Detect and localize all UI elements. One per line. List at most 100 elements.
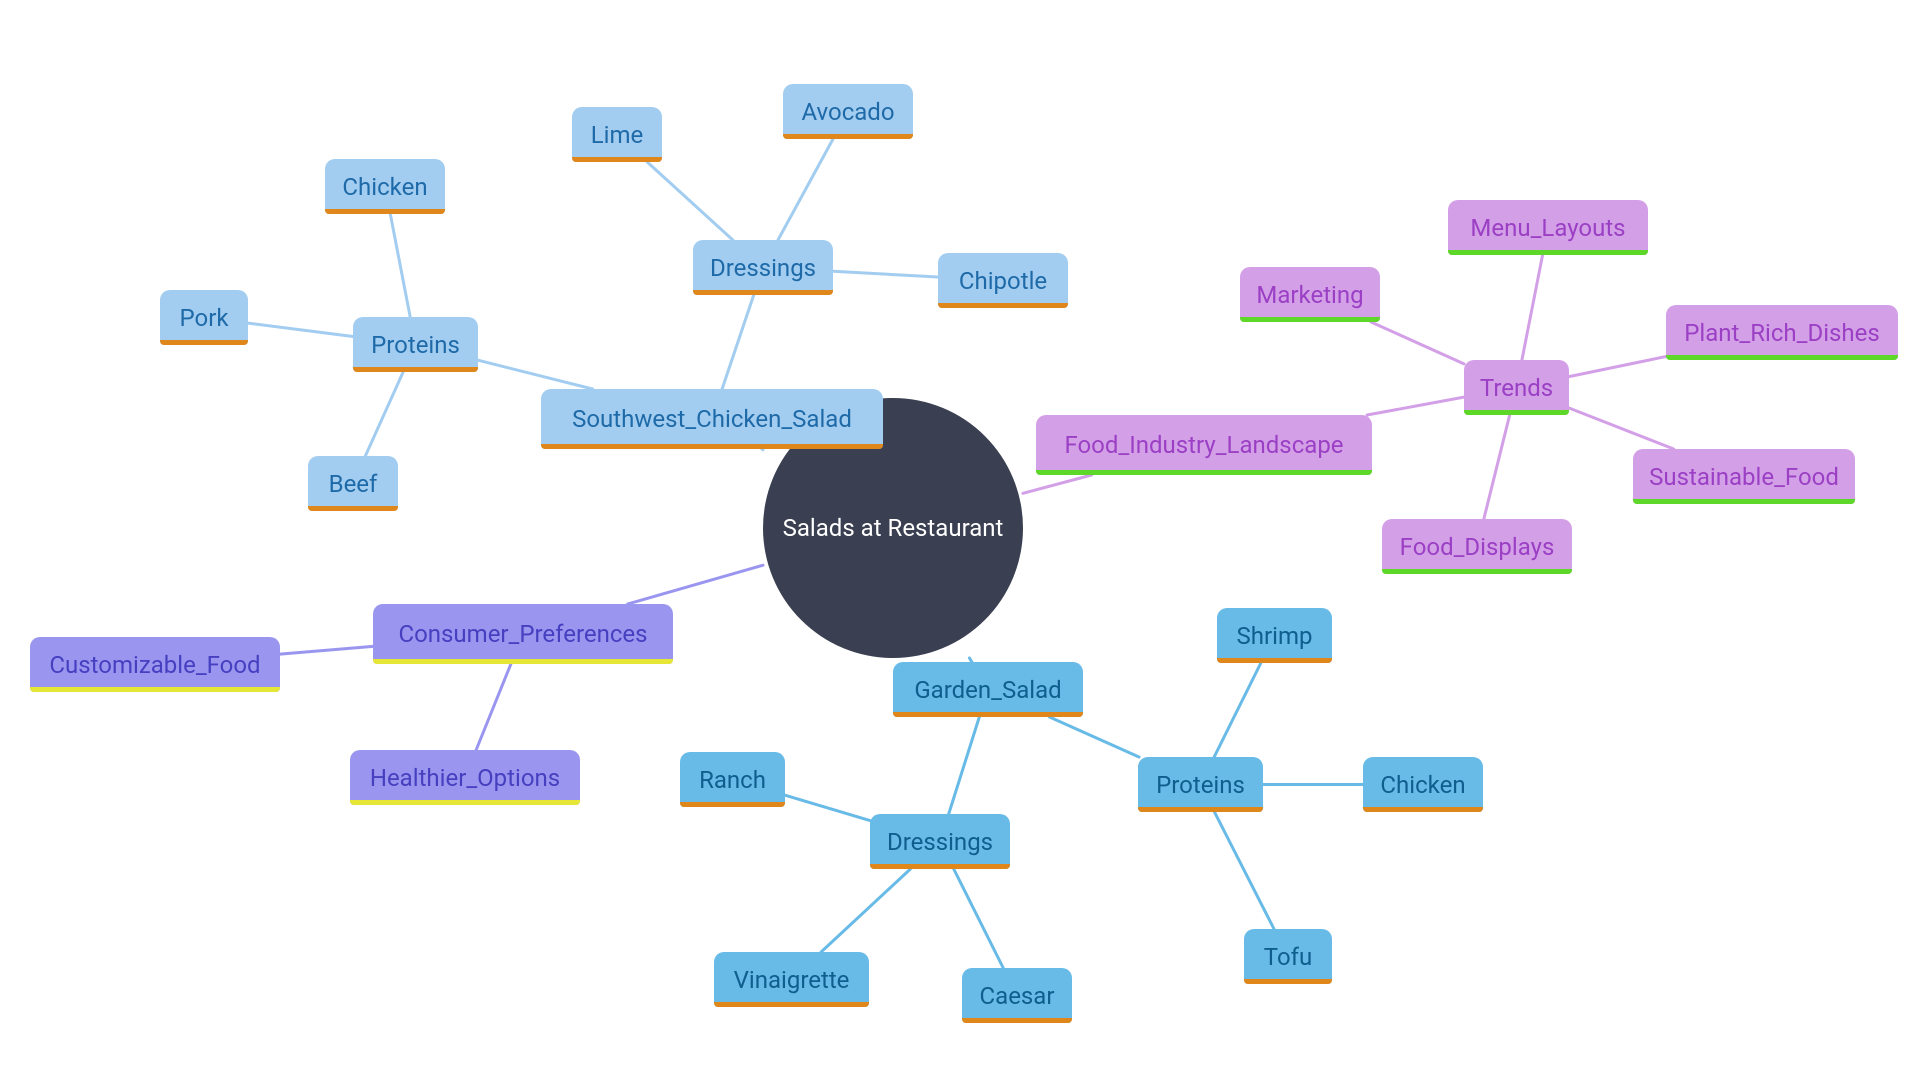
- node-underline: [680, 802, 785, 807]
- node-underline: [1666, 355, 1898, 360]
- node-sw_beef[interactable]: Beef: [308, 456, 398, 511]
- node-industry[interactable]: Food_Industry_Landscape: [1036, 415, 1372, 475]
- edge: [833, 271, 938, 277]
- node-underline: [353, 367, 478, 372]
- node-g_shrimp[interactable]: Shrimp: [1217, 608, 1332, 663]
- node-underline: [893, 712, 1083, 717]
- edge: [954, 869, 1004, 968]
- node-underline: [308, 506, 398, 511]
- edge: [1569, 408, 1674, 449]
- edge: [628, 565, 763, 604]
- edge: [1214, 812, 1274, 929]
- node-sw_chipotle[interactable]: Chipotle: [938, 253, 1068, 308]
- node-garden[interactable]: Garden_Salad: [893, 662, 1083, 717]
- node-marketing[interactable]: Marketing: [1240, 267, 1380, 322]
- node-plant_rich[interactable]: Plant_Rich_Dishes: [1666, 305, 1898, 360]
- center-label: Salads at Restaurant: [783, 514, 1004, 542]
- node-healthier[interactable]: Healthier_Options: [350, 750, 580, 805]
- edge: [1050, 717, 1139, 757]
- node-underline: [962, 1018, 1072, 1023]
- node-sw_pork[interactable]: Pork: [160, 290, 248, 345]
- edge: [1214, 663, 1261, 757]
- node-underline: [1036, 470, 1372, 475]
- node-g_ranch[interactable]: Ranch: [680, 752, 785, 807]
- node-label: Pork: [180, 304, 229, 332]
- node-sw_avocado[interactable]: Avocado: [783, 84, 913, 139]
- node-underline: [1240, 317, 1380, 322]
- node-label: Beef: [329, 470, 378, 498]
- edge: [821, 869, 910, 952]
- node-underline: [572, 157, 662, 162]
- node-label: Chipotle: [959, 267, 1047, 295]
- node-label: Proteins: [1156, 771, 1245, 799]
- node-sw_proteins[interactable]: Proteins: [353, 317, 478, 372]
- node-underline: [1244, 979, 1332, 984]
- node-menu_layouts[interactable]: Menu_Layouts: [1448, 200, 1648, 255]
- node-label: Food_Displays: [1400, 533, 1555, 561]
- edge: [390, 214, 410, 317]
- edge: [949, 717, 980, 814]
- node-g_dressings[interactable]: Dressings: [870, 814, 1010, 869]
- mindmap-canvas: Salads at Restaurant Southwest_Chicken_S…: [0, 0, 1920, 1080]
- node-label: Garden_Salad: [914, 676, 1061, 704]
- node-underline: [1363, 807, 1483, 812]
- node-underline: [325, 209, 445, 214]
- node-underline: [30, 687, 280, 692]
- edge: [248, 323, 353, 336]
- node-label: Customizable_Food: [49, 651, 260, 679]
- node-customizable[interactable]: Customizable_Food: [30, 637, 280, 692]
- node-g_caesar[interactable]: Caesar: [962, 968, 1072, 1023]
- edge: [778, 139, 833, 240]
- edge: [1484, 415, 1510, 519]
- node-label: Sustainable_Food: [1649, 463, 1839, 491]
- node-underline: [693, 290, 833, 295]
- node-label: Food_Industry_Landscape: [1064, 431, 1343, 459]
- node-sw_lime[interactable]: Lime: [572, 107, 662, 162]
- edge: [647, 162, 733, 240]
- node-label: Caesar: [980, 982, 1055, 1010]
- node-g_proteins[interactable]: Proteins: [1138, 757, 1263, 812]
- node-sw_salad[interactable]: Southwest_Chicken_Salad: [541, 389, 883, 449]
- node-label: Chicken: [1380, 771, 1465, 799]
- node-g_chicken[interactable]: Chicken: [1363, 757, 1483, 812]
- node-label: Menu_Layouts: [1470, 214, 1625, 242]
- node-label: Vinaigrette: [734, 966, 850, 994]
- node-underline: [1448, 250, 1648, 255]
- node-underline: [1138, 807, 1263, 812]
- node-label: Dressings: [710, 254, 816, 282]
- node-label: Shrimp: [1237, 622, 1313, 650]
- edge: [365, 372, 403, 456]
- node-label: Ranch: [699, 766, 766, 794]
- node-food_disp[interactable]: Food_Displays: [1382, 519, 1572, 574]
- edge: [785, 795, 870, 820]
- node-label: Proteins: [371, 331, 460, 359]
- node-underline: [783, 134, 913, 139]
- node-label: Lime: [591, 121, 644, 149]
- node-underline: [1464, 410, 1569, 415]
- node-underline: [1382, 569, 1572, 574]
- node-label: Avocado: [801, 98, 894, 126]
- node-underline: [373, 659, 673, 664]
- node-sw_chicken[interactable]: Chicken: [325, 159, 445, 214]
- node-label: Tofu: [1264, 943, 1312, 971]
- node-label: Consumer_Preferences: [398, 620, 647, 648]
- node-trends[interactable]: Trends: [1464, 360, 1569, 415]
- node-consumer[interactable]: Consumer_Preferences: [373, 604, 673, 664]
- node-underline: [870, 864, 1010, 869]
- node-sw_dressings[interactable]: Dressings: [693, 240, 833, 295]
- edge: [1371, 322, 1464, 364]
- edge: [1522, 255, 1543, 360]
- node-g_vinai[interactable]: Vinaigrette: [714, 952, 869, 1007]
- node-underline: [160, 340, 248, 345]
- node-underline: [1217, 658, 1332, 663]
- node-underline: [350, 800, 580, 805]
- edge: [280, 646, 373, 654]
- edge: [722, 295, 754, 389]
- node-label: Marketing: [1256, 281, 1363, 309]
- node-g_tofu[interactable]: Tofu: [1244, 929, 1332, 984]
- node-underline: [541, 444, 883, 449]
- node-underline: [938, 303, 1068, 308]
- edge: [478, 360, 593, 389]
- node-label: Dressings: [887, 828, 993, 856]
- node-sustain[interactable]: Sustainable_Food: [1633, 449, 1855, 504]
